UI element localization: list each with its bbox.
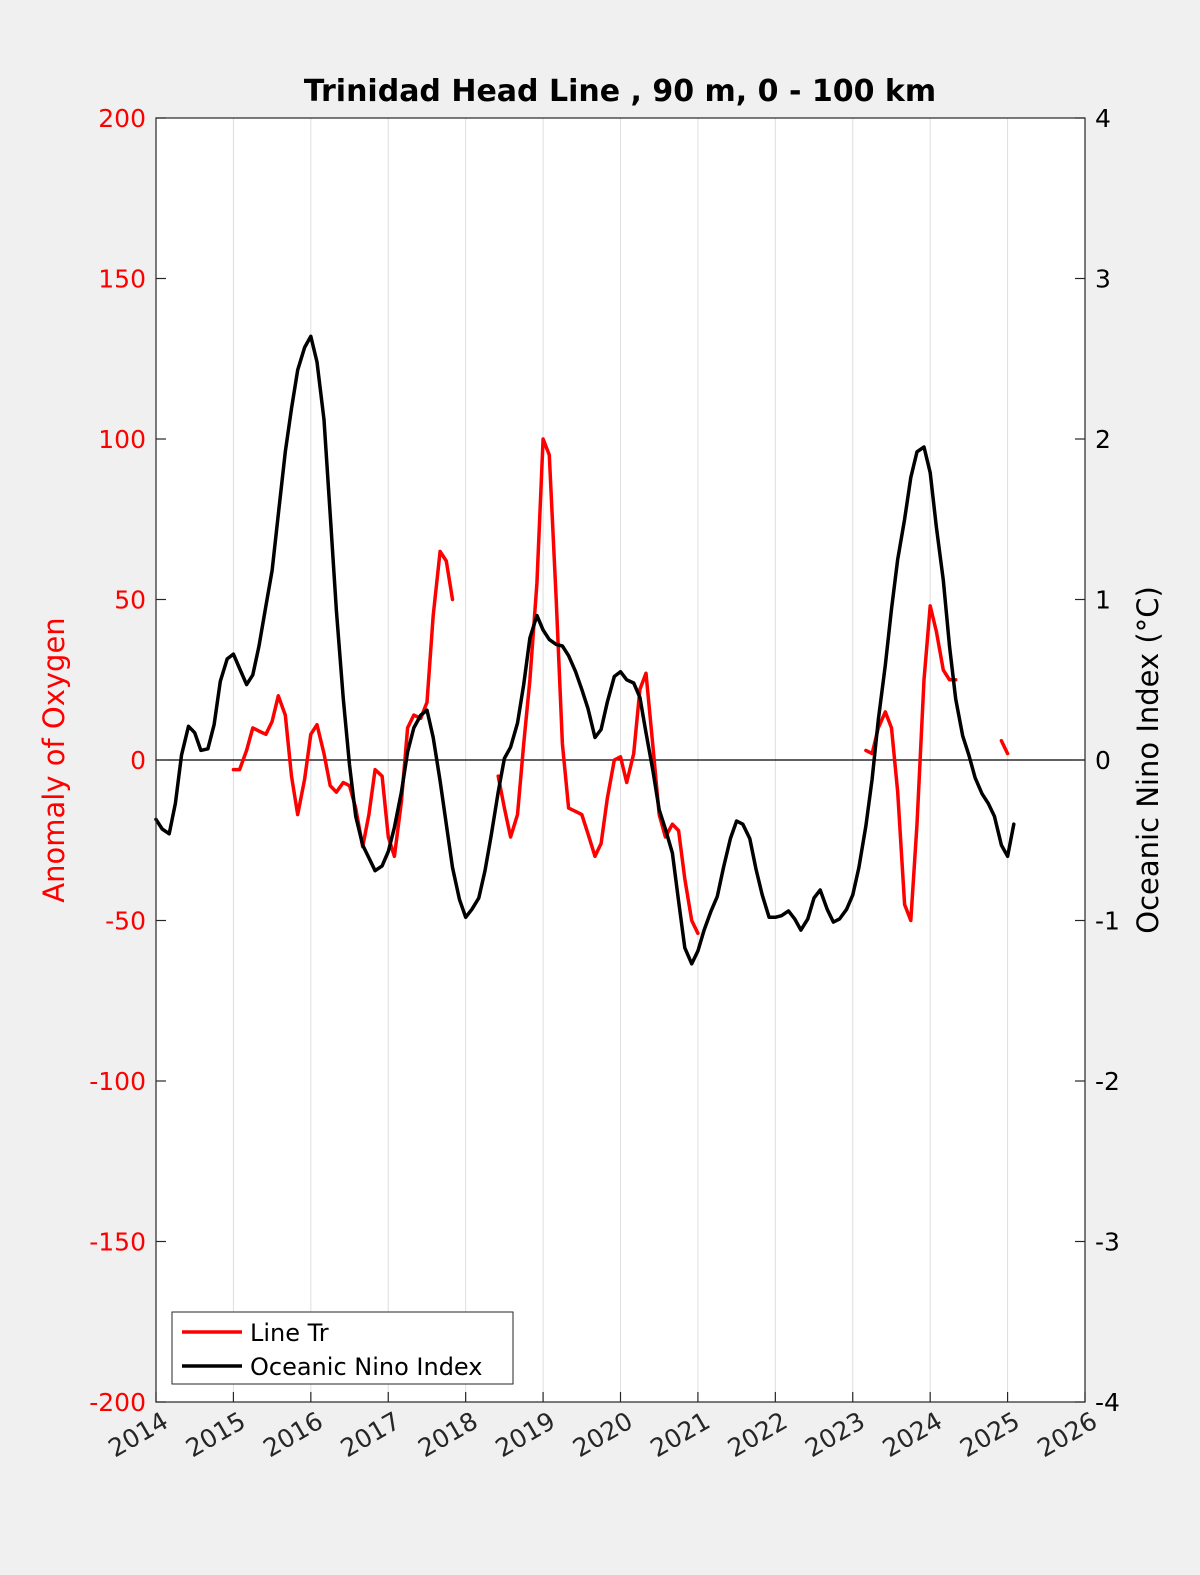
- y-right-tick-label: 2: [1095, 425, 1111, 454]
- legend-label-line-tr: Line Tr: [250, 1319, 329, 1347]
- legend-box: [171, 1311, 514, 1385]
- y-right-tick-label: 4: [1095, 104, 1111, 133]
- series-layer: [154, 334, 1016, 966]
- series-line-tr-segment-3: [999, 738, 1010, 756]
- y-right-tick-label: 3: [1095, 265, 1111, 294]
- y-left-tick-label: -100: [89, 1067, 146, 1096]
- y-left-tick-label: -50: [105, 907, 146, 936]
- y-left-tick-label: 200: [98, 104, 146, 133]
- y-left-tick-label: -200: [89, 1388, 146, 1417]
- y-right-tick-label: -2: [1095, 1067, 1120, 1096]
- y-right-tick-label: -4: [1095, 1388, 1120, 1417]
- y-left-tick-label: 0: [130, 746, 146, 775]
- y-left-tick-label: 100: [98, 425, 146, 454]
- y-right-tick-label: 0: [1095, 746, 1111, 775]
- series-line-tr-segment-0: [231, 549, 455, 859]
- legend-label-oni: Oceanic Nino Index: [250, 1353, 482, 1381]
- y-left-tick-label: 50: [114, 586, 146, 615]
- y-right-tick-label: -3: [1095, 1228, 1120, 1257]
- series-oni-line: [154, 334, 1016, 966]
- y-left-tick-labels: 200 150 100 50 0 -50 -100 -150 -200: [89, 104, 146, 1417]
- y-left-tick-label: -150: [89, 1228, 146, 1257]
- ticks: [155, 117, 1086, 1403]
- legend: Line Tr Oceanic Nino Index: [171, 1311, 514, 1385]
- series-line-tr-segment-2: [864, 604, 958, 923]
- y-axis-left-label: Anomaly of Oxygen: [37, 617, 71, 902]
- y-right-tick-label: 1: [1095, 586, 1111, 615]
- chart-title: Trinidad Head Line , 90 m, 0 - 100 km: [304, 74, 936, 109]
- y-axis-right-label: Oceanic Nino Index (°C): [1131, 586, 1165, 934]
- y-right-tick-label: -1: [1095, 907, 1120, 936]
- y-left-tick-label: 150: [98, 265, 146, 294]
- y-right-tick-labels: 4 3 2 1 0 -1 -2 -3 -4: [1095, 104, 1120, 1417]
- series-line-tr-segment-1: [496, 437, 700, 936]
